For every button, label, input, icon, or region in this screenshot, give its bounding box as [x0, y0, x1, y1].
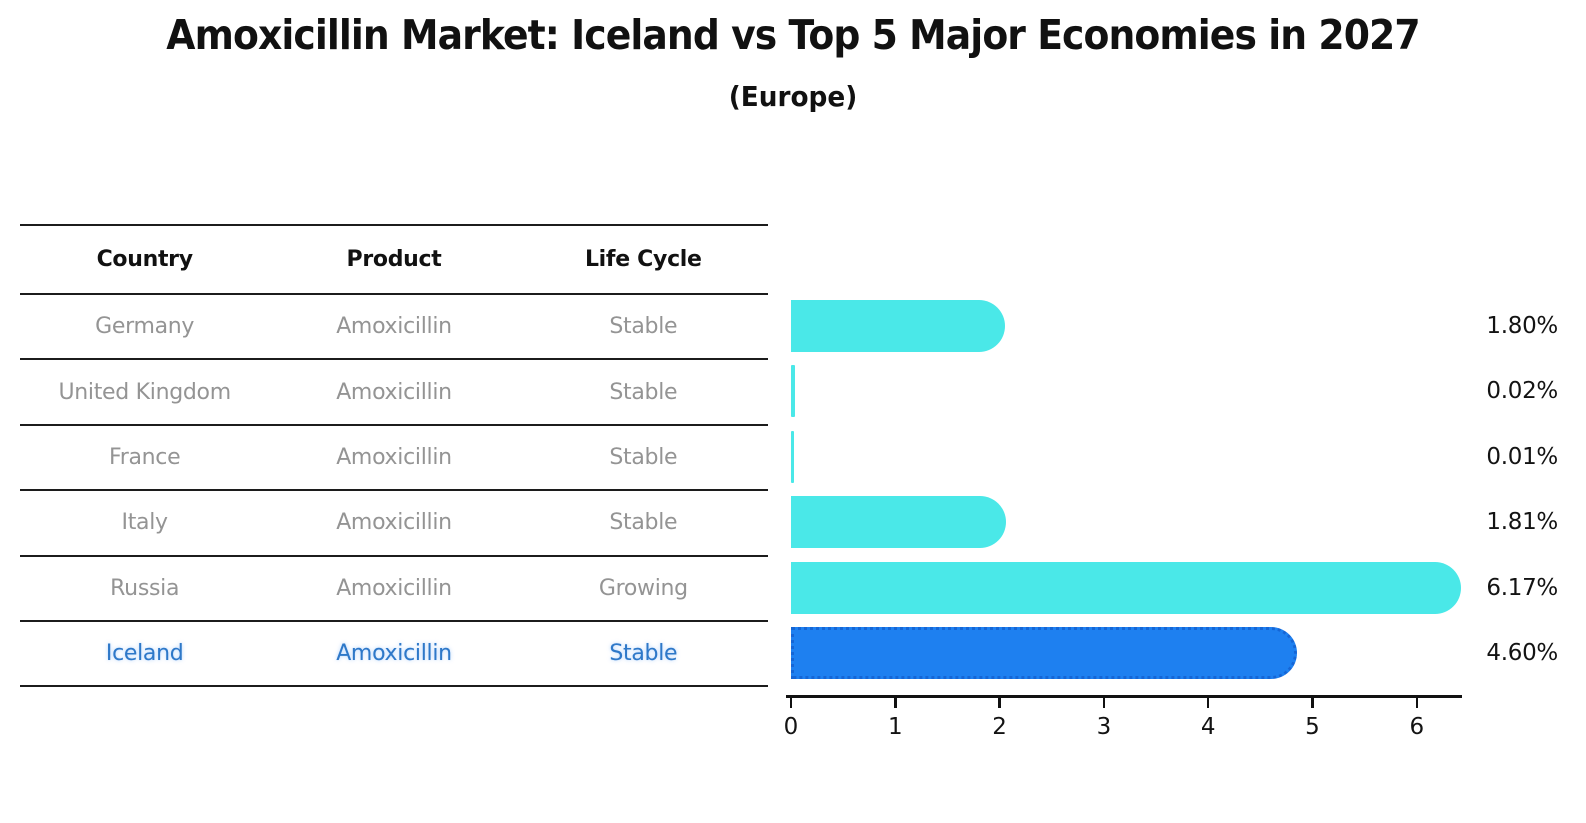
value-label: 0.01%	[1486, 443, 1558, 470]
value-label: 4.60%	[1486, 640, 1558, 666]
table-cell-life-cycle: Stable	[609, 510, 678, 536]
x-axis-line	[786, 695, 1462, 698]
x-axis-tick-label: 2	[992, 714, 1007, 740]
table-cell-product: Amoxicillin	[336, 510, 452, 536]
table-cell-product: Amoxicillin	[336, 314, 452, 340]
table-cell-country: France	[108, 444, 181, 470]
value-label: 6.17%	[1486, 574, 1558, 601]
x-axis-tick	[1311, 698, 1314, 708]
table-row: France Amoxicillin Stable	[20, 426, 768, 492]
bar-united-kingdom	[791, 365, 796, 418]
x-axis-tick-label: 5	[1305, 714, 1320, 740]
bar-iceland	[791, 627, 1297, 679]
table-header-product: Product	[346, 247, 442, 272]
x-axis-tick	[1415, 698, 1419, 708]
table-body: Germany Amoxicillin Stable United Kingdom Am…	[20, 295, 768, 688]
bar-russia	[791, 561, 1461, 614]
value-label: 1.80%	[1486, 313, 1558, 339]
table-row: United Kingdom Amoxicillin Stable	[20, 360, 768, 426]
table-header-life-cycle: Life Cycle	[584, 247, 702, 272]
x-axis-tick	[789, 698, 793, 708]
value-label: 1.81%	[1486, 509, 1558, 536]
bar-germany	[791, 300, 1005, 352]
chart-title: Amoxicillin Market: Iceland vs Top 5 Maj…	[166, 11, 1420, 59]
x-axis-tick	[1102, 698, 1106, 708]
x-axis-tick-label: 1	[887, 714, 903, 740]
bar-italy	[791, 496, 1006, 549]
x-axis-tick-label: 0	[783, 714, 799, 740]
table-row: Iceland Amoxicillin Stable	[20, 622, 768, 688]
table-cell-life-cycle: Growing	[598, 575, 688, 601]
table-row: Italy Amoxicillin Stable	[20, 491, 768, 557]
table-cell-country: Russia	[110, 575, 180, 601]
country-table: Country Product Life Cycle Germany Amoxic…	[20, 224, 768, 688]
table-cell-country: Iceland	[105, 641, 184, 667]
x-axis-tick	[1206, 698, 1210, 708]
table-cell-product: Amoxicillin	[336, 641, 452, 667]
x-axis-tick	[998, 698, 1001, 708]
table-cell-country: Italy	[121, 510, 169, 536]
table-header-row: Country Product Life Cycle	[20, 226, 768, 295]
table-row: Germany Amoxicillin Stable	[20, 295, 768, 361]
table-cell-country: Germany	[95, 314, 195, 340]
x-axis-tick-label: 4	[1200, 714, 1216, 740]
table-row: Russia Amoxicillin Growing	[20, 557, 768, 622]
table-cell-product: Amoxicillin	[336, 379, 452, 405]
bar-france	[791, 430, 795, 483]
x-axis-tick-label: 6	[1409, 714, 1425, 740]
table-cell-life-cycle: Stable	[609, 314, 678, 340]
table-cell-life-cycle: Stable	[609, 444, 678, 470]
value-label: 0.02%	[1486, 378, 1558, 405]
x-axis-tick-label: 3	[1096, 714, 1112, 740]
x-axis-tick	[894, 698, 897, 708]
chart-subtitle: (Europe)	[728, 80, 858, 113]
table-cell-life-cycle: Stable	[609, 379, 678, 405]
table-cell-product: Amoxicillin	[336, 444, 452, 470]
table-cell-country: United Kingdom	[58, 379, 231, 405]
table-cell-product: Amoxicillin	[336, 575, 452, 601]
table-header-country: Country	[96, 247, 194, 272]
table-cell-life-cycle: Stable	[609, 641, 678, 667]
